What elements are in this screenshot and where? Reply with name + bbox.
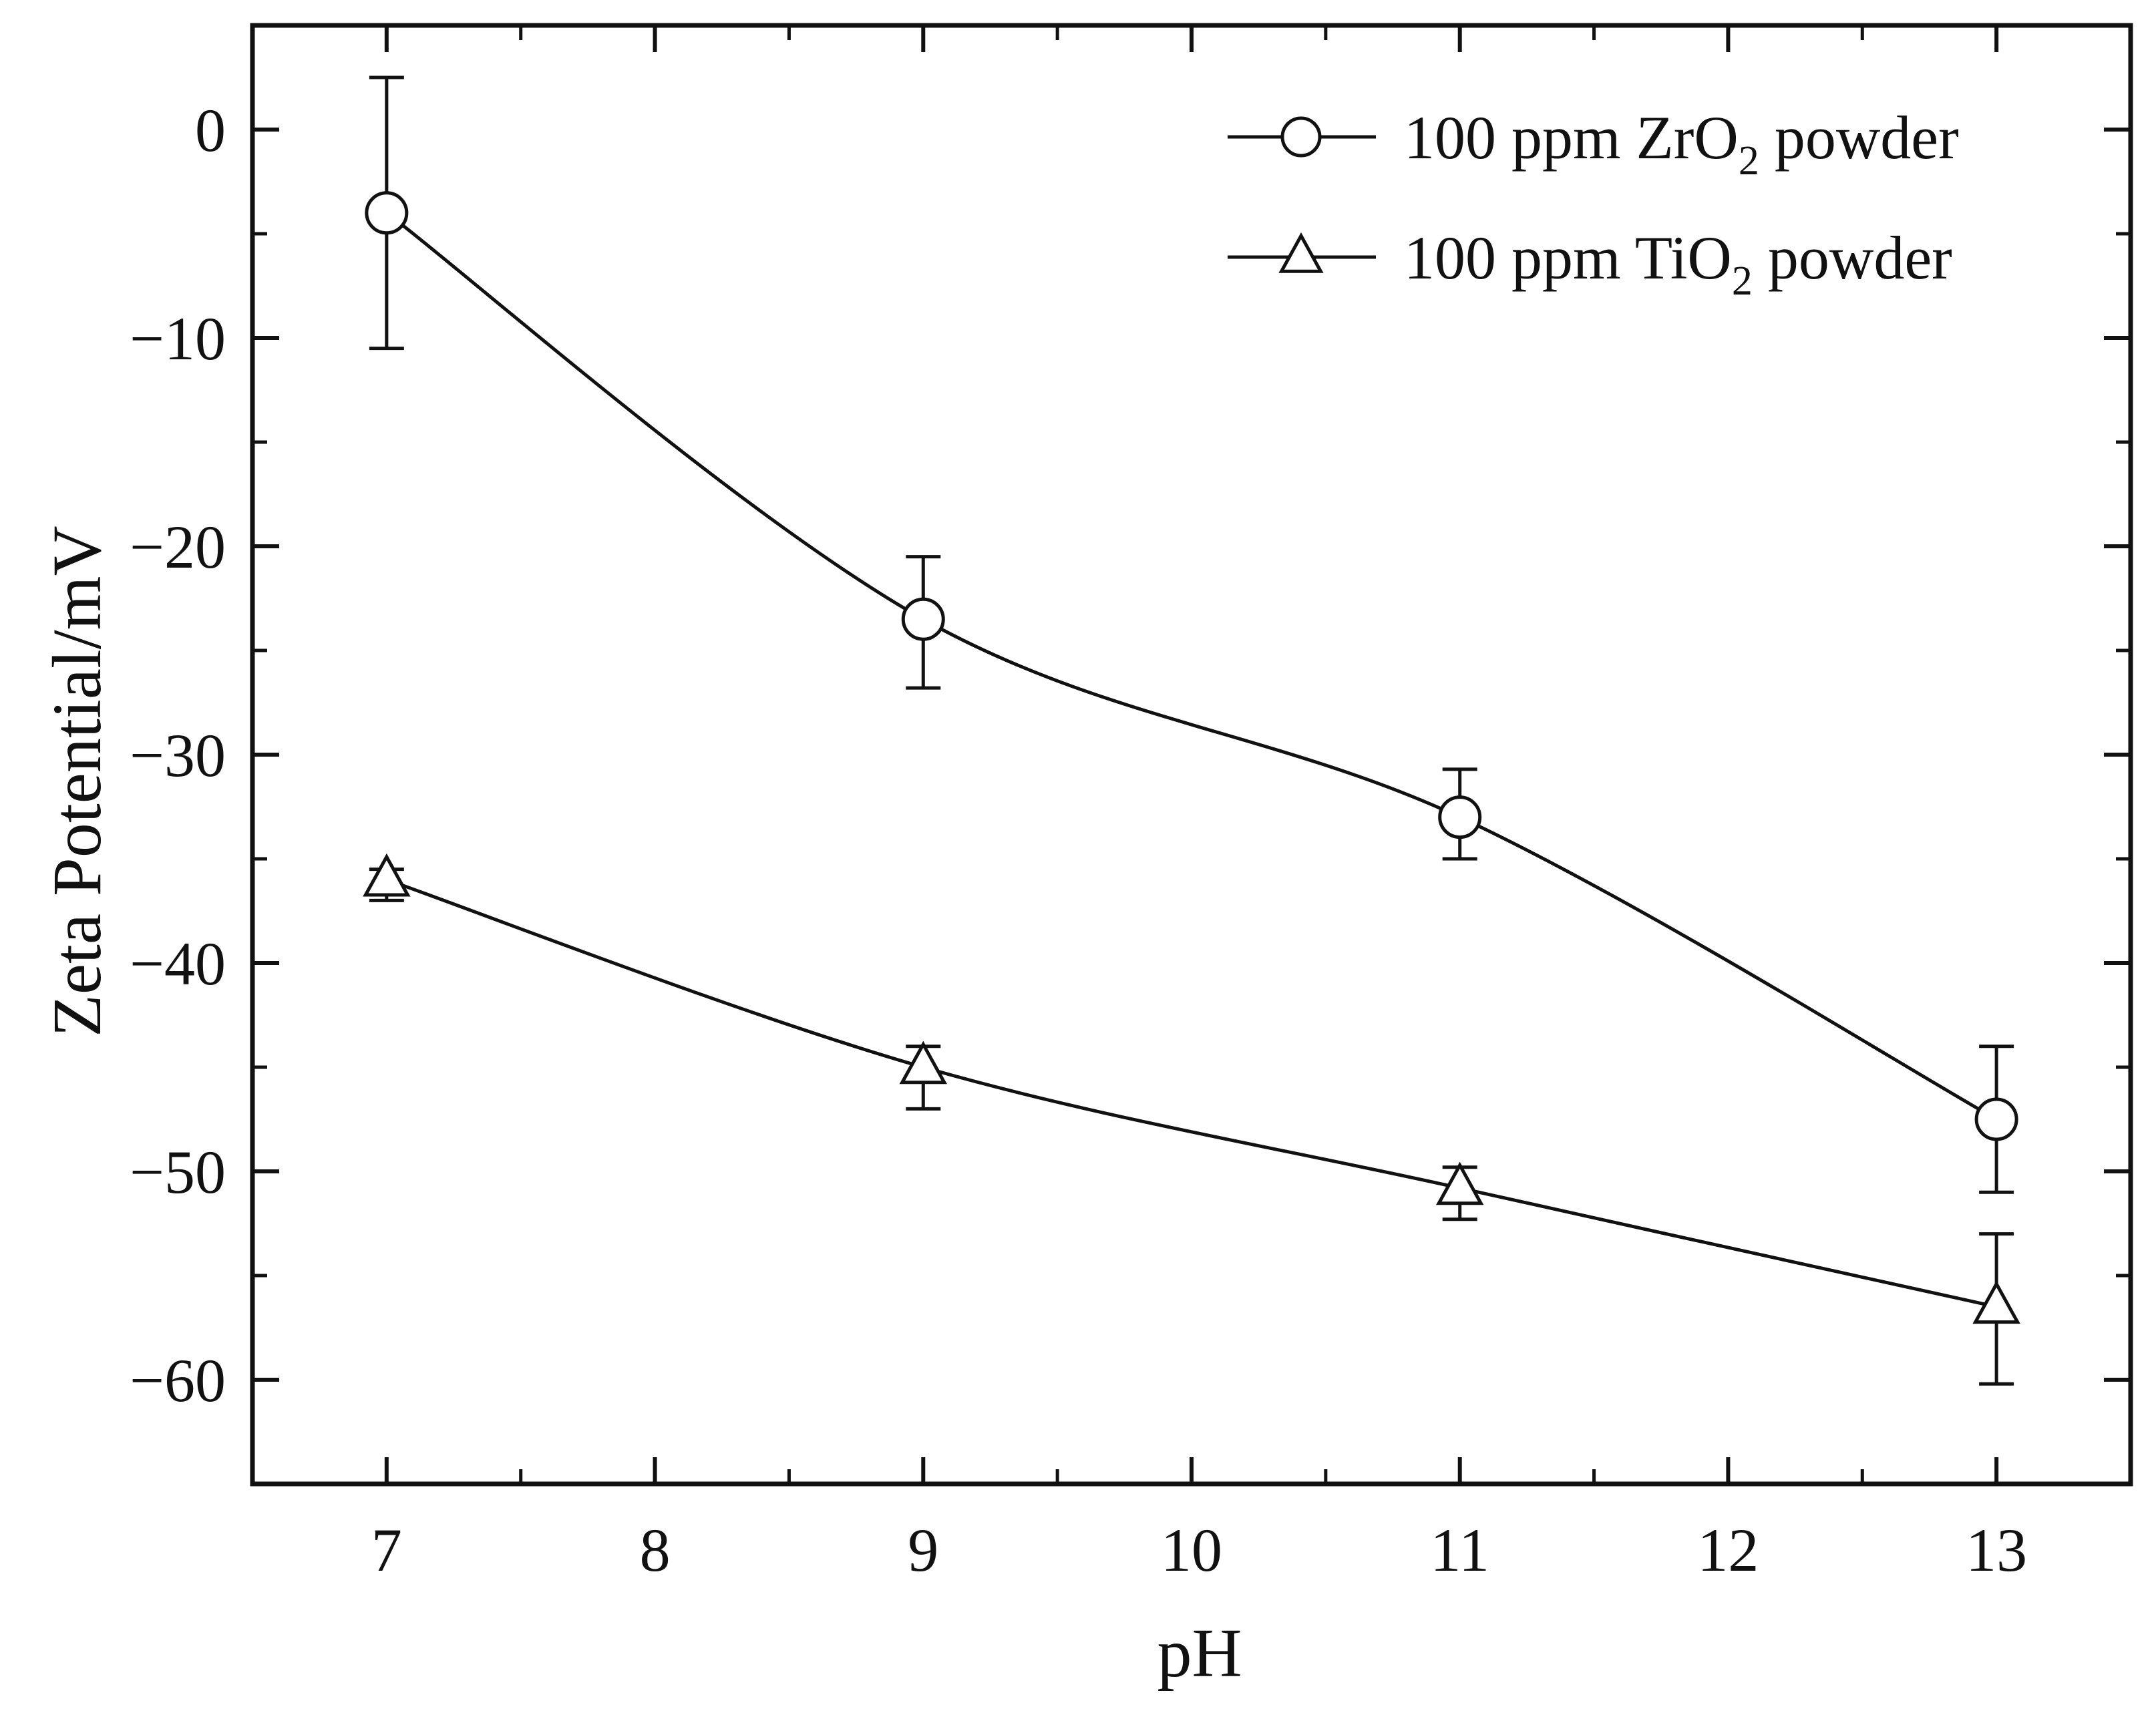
series-zro2 bbox=[365, 75, 2018, 1194]
y-tick-label: −50 bbox=[130, 1138, 226, 1206]
x-axis-title: pH bbox=[1157, 1615, 1242, 1692]
x-tick-label: 7 bbox=[371, 1516, 402, 1584]
series-tio2 bbox=[363, 853, 2020, 1386]
legend-marker-zro2 bbox=[1280, 116, 1322, 158]
x-tick-label: 10 bbox=[1161, 1516, 1222, 1584]
data-point-zro2 bbox=[1438, 795, 1482, 839]
y-tick-label: −40 bbox=[130, 930, 226, 998]
legend-marker-tio2 bbox=[1278, 232, 1324, 273]
data-point-tio2 bbox=[1972, 1280, 2020, 1324]
series-line-tio2 bbox=[386, 878, 1997, 1309]
legend-label-end: powder bbox=[1753, 224, 1952, 292]
y-tick-label: 0 bbox=[195, 96, 226, 164]
data-point-tio2 bbox=[363, 853, 411, 897]
legend-entry-zro2: 100 ppm ZrO2 powder bbox=[1228, 104, 1959, 184]
x-tick-label: 12 bbox=[1697, 1516, 1759, 1584]
y-tick-label: −10 bbox=[130, 305, 226, 373]
axes: 7 8 9 10 11 12 13 0 −10 −20 −30 −40 −50 −60 bbox=[130, 23, 2131, 1584]
x-tick-label: 9 bbox=[908, 1516, 938, 1584]
data-point-tio2 bbox=[899, 1040, 948, 1085]
legend-label-subscript: 2 bbox=[1739, 138, 1759, 184]
data-point-zro2 bbox=[1974, 1097, 2018, 1141]
data-point-tio2 bbox=[1435, 1161, 1484, 1205]
legend-label-main: 100 ppm ZrO bbox=[1404, 104, 1739, 172]
data-point-zro2 bbox=[365, 191, 409, 235]
data-point-zro2 bbox=[901, 597, 945, 641]
legend-label-zro2: 100 ppm ZrO2 powder bbox=[1404, 104, 1959, 184]
series-line-zro2 bbox=[385, 211, 1998, 1121]
x-tick-label: 8 bbox=[640, 1516, 671, 1584]
x-tick-label: 11 bbox=[1430, 1516, 1489, 1584]
legend-label-main: 100 ppm TiO bbox=[1404, 224, 1732, 292]
x-tick-label: 13 bbox=[1966, 1516, 2027, 1584]
legend-label-subscript: 2 bbox=[1732, 258, 1753, 304]
y-tick-label: −60 bbox=[130, 1346, 226, 1414]
y-axis-title: Zeta Potential/mV bbox=[39, 526, 116, 1036]
y-tick-label: −30 bbox=[130, 721, 226, 789]
legend-entry-tio2: 100 ppm TiO2 powder bbox=[1228, 224, 1952, 304]
legend-label-tio2: 100 ppm TiO2 powder bbox=[1404, 224, 1952, 304]
series-layer bbox=[363, 75, 2020, 1386]
y-tick-label: −20 bbox=[130, 513, 226, 581]
legend-label-end: powder bbox=[1759, 104, 1959, 172]
